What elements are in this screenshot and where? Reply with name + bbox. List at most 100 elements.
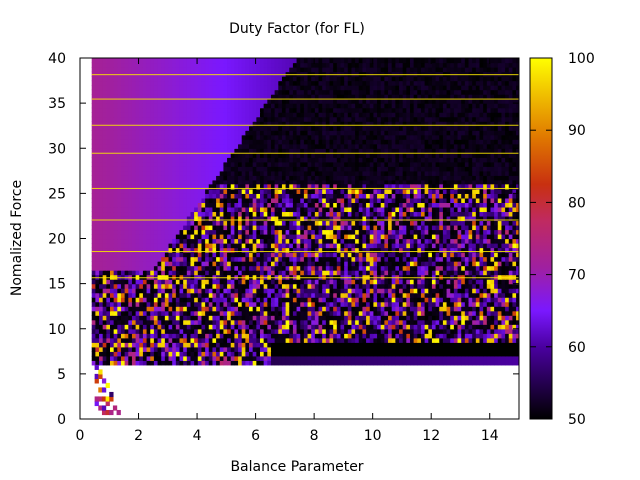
- heatmap-cell: [373, 310, 378, 316]
- heatmap-cell: [263, 179, 268, 185]
- heatmap-cell: [150, 315, 155, 321]
- heatmap-cell: [285, 98, 290, 104]
- heatmap-cell: [300, 103, 305, 109]
- heatmap-cell: [303, 157, 309, 163]
- heatmap-cell: [131, 89, 137, 95]
- heatmap-cell: [172, 130, 177, 136]
- heatmap-cell: [516, 152, 519, 158]
- heatmap-cell: [402, 112, 407, 118]
- heatmap-cell: [238, 355, 243, 361]
- heatmap-cell: [490, 103, 495, 109]
- heatmap-cell: [311, 67, 316, 73]
- heatmap-cell: [424, 337, 429, 343]
- heatmap-cell: [377, 310, 382, 316]
- heatmap-cell: [325, 152, 331, 158]
- heatmap-cell: [117, 315, 122, 321]
- heatmap-cell: [259, 125, 265, 131]
- heatmap-cell: [227, 337, 232, 343]
- heatmap-cell: [179, 130, 184, 136]
- heatmap-cell: [336, 62, 342, 68]
- heatmap-cell: [358, 166, 364, 172]
- heatmap-cell: [270, 315, 276, 321]
- heatmap-cell: [223, 85, 228, 91]
- heatmap-cell: [380, 139, 385, 145]
- heatmap-cell: [212, 125, 217, 131]
- heatmap-cell: [296, 94, 301, 100]
- heatmap-cell: [417, 355, 422, 361]
- heatmap-cell: [263, 337, 268, 343]
- heatmap-cell: [157, 166, 162, 172]
- heatmap-cell: [355, 319, 360, 325]
- heatmap-cell: [150, 107, 155, 113]
- heatmap-cell: [278, 67, 283, 73]
- heatmap-cell: [241, 166, 246, 172]
- heatmap-cell: [413, 319, 418, 325]
- heatmap-cell: [472, 98, 477, 104]
- heatmap-cell: [256, 62, 261, 68]
- heatmap-cell: [461, 71, 466, 77]
- heatmap-cell: [113, 80, 118, 86]
- heatmap-cell: [494, 76, 499, 82]
- heatmap-cell: [300, 166, 305, 172]
- heatmap-cell: [234, 103, 239, 109]
- heatmap-cell: [512, 80, 517, 86]
- heatmap-cell: [336, 98, 342, 104]
- heatmap-cell: [475, 116, 481, 122]
- heatmap-cell: [380, 301, 385, 307]
- heatmap-cell: [139, 360, 144, 366]
- heatmap-cell: [249, 112, 254, 118]
- heatmap-cell: [146, 85, 151, 91]
- heatmap-cell: [179, 85, 184, 91]
- heatmap-cell: [446, 342, 451, 348]
- heatmap-cell: [457, 360, 462, 366]
- heatmap-cell: [435, 125, 440, 131]
- heatmap-cell: [318, 76, 323, 82]
- heatmap-cell: [391, 342, 396, 348]
- heatmap-cell: [281, 103, 287, 109]
- heatmap-cell: [373, 139, 378, 145]
- heatmap-cell: [300, 360, 305, 366]
- heatmap-cell: [245, 107, 250, 113]
- heatmap-cell: [307, 76, 312, 82]
- heatmap-cell: [402, 103, 407, 109]
- heatmap-cell: [212, 107, 217, 113]
- heatmap-cell: [289, 315, 294, 321]
- heatmap-cell: [450, 166, 455, 172]
- heatmap-cell: [417, 103, 422, 109]
- heatmap-cell: [223, 324, 228, 330]
- heatmap-cell: [208, 166, 214, 172]
- heatmap-cell: [325, 67, 331, 73]
- heatmap-cell: [201, 98, 206, 104]
- heatmap-cell: [146, 134, 151, 140]
- heatmap-cell: [91, 179, 96, 185]
- heatmap-cell: [347, 337, 353, 343]
- heatmap-cell: [241, 337, 246, 343]
- heatmap-cell: [128, 315, 133, 321]
- heatmap-cell: [164, 62, 170, 68]
- heatmap-cell: [431, 324, 437, 330]
- heatmap-cell: [252, 166, 257, 172]
- heatmap-cell: [486, 170, 492, 176]
- heatmap-cell: [384, 85, 389, 91]
- heatmap-cell: [208, 80, 214, 86]
- heatmap-cell: [194, 324, 199, 330]
- heatmap-cell: [377, 85, 382, 91]
- heatmap-cell: [494, 80, 499, 86]
- heatmap-cell: [395, 166, 400, 172]
- heatmap-cell: [307, 143, 312, 149]
- heatmap-cell: [131, 351, 137, 357]
- heatmap-cell: [113, 130, 118, 136]
- heatmap-cell: [179, 328, 184, 334]
- heatmap-cell: [153, 319, 159, 325]
- heatmap-cell: [216, 139, 221, 145]
- heatmap-cell: [395, 67, 400, 73]
- heatmap-cell: [99, 355, 104, 361]
- heatmap-cell: [512, 85, 517, 91]
- heatmap-cell: [395, 134, 400, 140]
- heatmap-cell: [417, 161, 422, 167]
- heatmap-cell: [205, 360, 210, 366]
- heatmap-cell: [285, 170, 290, 176]
- heatmap-cell: [450, 76, 455, 82]
- heatmap-cell: [194, 80, 199, 86]
- heatmap-cell: [227, 130, 232, 136]
